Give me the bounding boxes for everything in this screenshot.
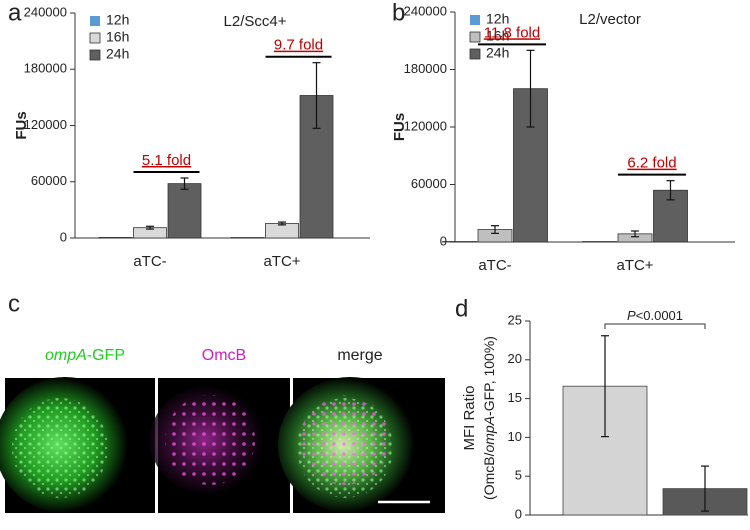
y-tick-label: 0 — [515, 506, 522, 521]
micrograph-magenta — [150, 378, 290, 513]
y-tick-label: 10 — [508, 429, 522, 444]
legend-swatch — [469, 31, 481, 43]
y-tick-label: 120000 — [24, 117, 67, 132]
annotation: 9.7 fold — [274, 37, 323, 54]
significance-label: P<0.0001 — [627, 308, 683, 323]
significance-label-part: P — [627, 308, 636, 323]
y-tick-label: 180000 — [404, 61, 447, 76]
y-axis-label: MFI Ratio — [461, 385, 478, 450]
error-bar — [491, 225, 499, 234]
y-axis-label-part: (OmcB/ — [481, 452, 497, 500]
error-bar — [312, 62, 321, 129]
y-axis-label: (OmcB/ompA-GFP, 100%) — [481, 336, 497, 500]
channel-label-part: merge — [337, 347, 382, 364]
annotation: 5.1 fold — [142, 152, 191, 169]
panel-letter: a — [8, 0, 22, 26]
annotation: 11.8 fold — [484, 24, 540, 41]
y-tick-label: 0 — [440, 233, 447, 248]
channel-label-part: OmcB — [202, 347, 246, 364]
channel-label-part: ompA — [45, 347, 87, 364]
error-bar — [631, 230, 639, 238]
y-tick-label: 240000 — [24, 4, 67, 19]
x-tick-label: aTC- — [478, 257, 511, 274]
y-axis-label: FUs — [13, 111, 30, 139]
bar — [98, 237, 133, 239]
y-tick-label: 180000 — [24, 61, 67, 76]
panel-letter: c — [8, 290, 20, 317]
micrograph-merge — [278, 377, 445, 513]
significance-bracket — [604, 323, 706, 329]
legend-label: 12h — [106, 12, 129, 28]
y-tick-label: 60000 — [411, 176, 447, 191]
channel-label-part: -GFP — [87, 347, 125, 364]
panel-letter: d — [455, 295, 468, 322]
legend-swatch — [470, 15, 480, 25]
legend-swatch — [89, 32, 101, 44]
y-tick-label: 120000 — [404, 118, 447, 133]
x-tick-label: aTC- — [133, 253, 166, 270]
error-bar — [526, 49, 535, 128]
bar — [265, 223, 299, 239]
error-bar — [666, 180, 675, 201]
legend-label: 12h — [486, 11, 509, 27]
legend-swatch — [469, 48, 481, 60]
error-bar — [601, 335, 609, 438]
legend-label: 24h — [106, 46, 129, 62]
y-tick-label: 240000 — [404, 3, 447, 18]
y-tick-label: 15 — [508, 390, 522, 405]
error-bar — [146, 225, 154, 230]
legend-label: 16h — [106, 29, 129, 45]
panel-letter: b — [392, 0, 405, 26]
channel-label: ompA-GFP — [45, 347, 125, 364]
annotation: 6.2 fold — [627, 155, 676, 172]
legend-label: 16h — [486, 28, 509, 44]
x-tick-label: aTC+ — [263, 253, 300, 270]
legend-swatch — [90, 16, 100, 26]
chart-title: L2/Scc4+ — [224, 13, 287, 30]
channel-label: merge — [337, 347, 382, 364]
y-axis-label-part: -GFP, 100%) — [481, 336, 497, 416]
y-tick-label: 20 — [508, 351, 522, 366]
error-bar — [278, 221, 286, 226]
error-bar — [701, 465, 709, 512]
legend-swatch — [89, 49, 101, 61]
error-bar — [180, 177, 189, 190]
chart-title: L2/vector — [579, 11, 641, 28]
x-tick-label: aTC+ — [616, 257, 653, 274]
significance-label-part: <0.0001 — [636, 308, 683, 323]
micrograph-green — [0, 377, 155, 513]
legend-label: 24h — [486, 45, 509, 61]
y-axis-label-part: ompA — [481, 416, 497, 453]
y-tick-label: 60000 — [31, 173, 67, 188]
y-tick-label: 25 — [508, 312, 522, 327]
bar — [167, 183, 202, 239]
y-tick-label: 5 — [515, 468, 522, 483]
y-axis-label: FUs — [391, 113, 408, 141]
y-tick-label: 0 — [60, 229, 67, 244]
channel-label: OmcB — [202, 347, 246, 364]
